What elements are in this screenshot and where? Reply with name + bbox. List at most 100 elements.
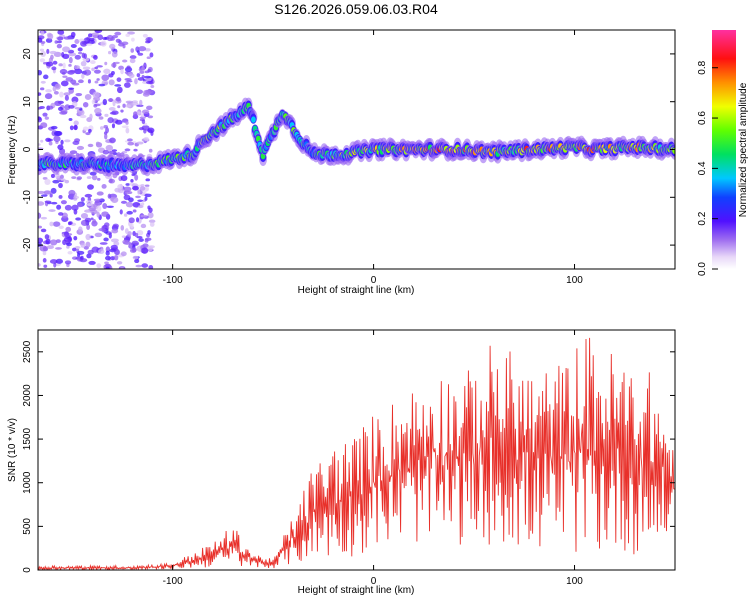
noise-speckle xyxy=(71,82,80,86)
noise-speckle xyxy=(98,248,105,255)
noise-speckle xyxy=(86,203,93,207)
noise-speckle xyxy=(68,221,73,225)
noise-speckle xyxy=(101,184,107,189)
noise-speckle xyxy=(92,91,100,98)
noise-speckle xyxy=(131,247,137,253)
noise-speckle xyxy=(62,62,66,69)
noise-speckle xyxy=(67,251,73,255)
noise-speckle xyxy=(141,202,145,206)
noise-speckle xyxy=(138,238,144,242)
noise-speckle xyxy=(120,225,125,231)
noise-speckle xyxy=(47,33,54,40)
noise-speckle xyxy=(94,30,103,34)
noise-speckle xyxy=(59,110,68,115)
noise-speckle xyxy=(62,75,68,78)
noise-speckle xyxy=(72,140,80,145)
noise-speckle xyxy=(141,119,146,124)
noise-speckle xyxy=(104,61,108,66)
noise-speckle xyxy=(131,173,136,177)
noise-speckle xyxy=(136,73,141,78)
noise-speckle xyxy=(105,250,110,256)
noise-speckle xyxy=(50,125,58,130)
noise-speckle xyxy=(38,201,45,206)
noise-speckle xyxy=(101,211,109,217)
noise-speckle xyxy=(68,52,77,57)
noise-speckle xyxy=(114,31,122,36)
noise-speckle xyxy=(79,258,88,263)
noise-speckle xyxy=(85,209,90,213)
noise-speckle xyxy=(70,31,76,38)
noise-speckle xyxy=(99,126,104,130)
noise-speckle xyxy=(119,209,123,215)
noise-speckle xyxy=(130,178,134,183)
noise-speckle xyxy=(96,65,103,68)
noise-speckle xyxy=(109,43,116,50)
noise-speckle xyxy=(60,139,64,145)
noise-speckle xyxy=(123,82,131,88)
noise-speckle xyxy=(45,238,51,245)
noise-speckle xyxy=(147,245,154,252)
noise-speckle xyxy=(121,59,128,63)
noise-speckle xyxy=(114,187,122,193)
noise-speckle xyxy=(80,197,85,202)
noise-speckle xyxy=(103,82,108,85)
noise-speckle xyxy=(141,125,150,131)
noise-speckle xyxy=(108,50,112,55)
y-tick-label: 1000 xyxy=(22,471,33,494)
noise-speckle xyxy=(56,204,62,210)
noise-speckle xyxy=(64,204,72,211)
noise-speckle xyxy=(87,143,94,148)
noise-speckle xyxy=(125,120,129,125)
noise-speckle xyxy=(44,234,50,240)
noise-speckle xyxy=(64,139,71,143)
noise-speckle xyxy=(116,86,123,94)
noise-speckle xyxy=(62,46,71,53)
noise-speckle xyxy=(68,104,75,109)
noise-speckle xyxy=(85,233,91,241)
noise-speckle xyxy=(73,65,80,70)
noise-speckle xyxy=(112,223,119,229)
noise-speckle xyxy=(52,60,58,65)
noise-speckle xyxy=(117,184,124,189)
noise-speckle xyxy=(91,99,96,105)
noise-speckle xyxy=(96,78,100,81)
noise-speckle xyxy=(93,55,98,60)
noise-speckle xyxy=(39,245,47,252)
noise-speckle xyxy=(38,69,43,76)
noise-speckle xyxy=(120,266,124,269)
noise-speckle xyxy=(120,175,128,182)
noise-speckle xyxy=(52,179,60,184)
figure-title: S126.2026.059.06.03.R04 xyxy=(274,1,438,17)
noise-speckle xyxy=(125,100,134,104)
noise-speckle xyxy=(126,80,133,83)
noise-speckle xyxy=(48,141,53,146)
noise-speckle xyxy=(76,145,85,151)
noise-speckle xyxy=(124,71,128,74)
noise-speckle xyxy=(91,174,98,181)
noise-speckle xyxy=(40,228,47,233)
y-tick-label: 500 xyxy=(22,518,33,535)
noise-speckle xyxy=(39,87,45,91)
noise-speckle xyxy=(132,209,137,213)
noise-speckle xyxy=(145,89,154,94)
noise-speckle xyxy=(111,35,119,39)
colorbar-gradient xyxy=(712,30,736,269)
y-tick-label: 20 xyxy=(22,48,33,60)
noise-speckle xyxy=(99,242,108,245)
noise-speckle xyxy=(144,193,152,198)
noise-speckle xyxy=(136,229,144,236)
noise-speckle xyxy=(141,247,149,254)
noise-speckle xyxy=(96,205,102,212)
noise-speckle xyxy=(131,37,135,42)
noise-speckle xyxy=(88,33,93,38)
noise-speckle xyxy=(38,237,44,244)
noise-speckle xyxy=(64,104,71,111)
noise-speckle xyxy=(144,184,150,188)
noise-speckle xyxy=(57,30,65,35)
noise-speckle xyxy=(125,183,130,186)
snr-frame xyxy=(37,329,676,571)
noise-speckle xyxy=(122,239,129,244)
